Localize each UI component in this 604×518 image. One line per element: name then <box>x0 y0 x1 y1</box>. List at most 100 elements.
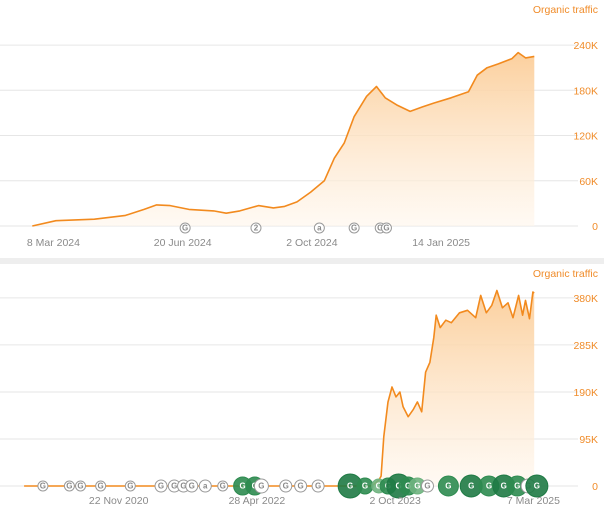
legend-organic-traffic: Organic traffic <box>533 268 598 280</box>
annotation-circle <box>75 480 87 492</box>
annotation-marker: G <box>437 475 459 497</box>
annotation-circle <box>437 475 459 497</box>
annotation-marker: G <box>525 474 549 498</box>
y-tick-label: 380K <box>573 293 598 305</box>
y-tick-label: 120K <box>573 131 598 143</box>
annotation-letter: G <box>414 482 420 491</box>
annotation-circle <box>313 222 325 234</box>
annotation-marker: G <box>311 479 325 493</box>
annotation-letter: G <box>189 482 195 491</box>
annotation-marker: 2 <box>250 222 262 234</box>
annotation-letter: G <box>501 482 507 491</box>
annotation-marker: a <box>198 479 212 493</box>
annotation-letter: G <box>424 482 430 491</box>
annotation-letter: G <box>182 224 188 233</box>
traffic-area <box>32 52 535 226</box>
annotation-circle <box>311 479 325 493</box>
annotation-marker: G <box>253 478 269 494</box>
annotation-letter: G <box>158 482 164 491</box>
annotation-marker: G <box>420 479 434 493</box>
x-tick-label: 2 Oct 2024 <box>286 237 338 249</box>
annotation-letter: G <box>486 482 492 491</box>
annotation-circle <box>198 479 212 493</box>
x-tick-label: 8 Mar 2024 <box>27 237 80 249</box>
annotation-circle <box>279 479 293 493</box>
annotation-circle <box>217 480 229 492</box>
annotation-letter: G <box>283 482 289 491</box>
annotation-circle <box>380 222 392 234</box>
annotation-letter: G <box>239 482 245 491</box>
annotation-marker: G <box>294 479 308 493</box>
annotation-marker: G <box>380 222 392 234</box>
y-tick-label: 95K <box>579 434 598 446</box>
legend-organic-traffic: Organic traffic <box>533 4 598 16</box>
annotation-letter: G <box>315 482 321 491</box>
annotation-circle <box>294 479 308 493</box>
annotation-letter: G <box>66 482 72 491</box>
annotation-marker: G <box>75 480 87 492</box>
annotation-circle <box>525 474 549 498</box>
chart-panel-top: Organic traffic 0 60K 120K 180K 240K G 2 a G G G 8 M… <box>0 0 604 258</box>
annotation-marker: G <box>356 477 374 495</box>
annotation-circle <box>250 222 262 234</box>
annotation-circle <box>63 480 75 492</box>
annotation-letter: G <box>376 482 382 491</box>
annotation-letter: G <box>362 482 368 491</box>
annotation-letter: G <box>347 482 353 491</box>
traffic-area <box>24 290 535 486</box>
annotation-letter: G <box>98 482 104 491</box>
annotation-letter: 2 <box>254 224 259 233</box>
annotation-letter: G <box>171 482 177 491</box>
annotation-circle <box>124 480 136 492</box>
annotation-letter: G <box>298 482 304 491</box>
annotation-marker: G <box>179 222 191 234</box>
annotation-letter: G <box>351 224 357 233</box>
annotation-circle <box>185 479 199 493</box>
x-tick-label: 7 Mar 2025 <box>507 495 560 507</box>
annotation-letter: G <box>383 224 389 233</box>
x-tick-label: 14 Jan 2025 <box>412 237 470 249</box>
y-tick-label: 60K <box>579 176 598 188</box>
annotation-circle <box>37 480 49 492</box>
annotation-marker: G <box>154 479 168 493</box>
y-tick-label: 0 <box>592 481 598 493</box>
annotation-marker: G <box>217 480 229 492</box>
annotation-letter: G <box>258 482 264 491</box>
annotation-letter: G <box>468 482 474 491</box>
annotation-marker: G <box>37 480 49 492</box>
annotation-circle <box>154 479 168 493</box>
y-tick-label: 240K <box>573 40 598 52</box>
annotation-marker: G <box>348 222 360 234</box>
annotation-letter: G <box>40 482 46 491</box>
annotation-marker: G <box>185 479 199 493</box>
annotation-marker: G <box>279 479 293 493</box>
annotation-letter: G <box>405 482 411 491</box>
x-tick-label: 28 Apr 2022 <box>229 495 286 507</box>
annotation-circle <box>95 480 107 492</box>
annotation-letter: G <box>377 224 383 233</box>
annotation-marker: G <box>63 480 75 492</box>
y-tick-label: 0 <box>592 221 598 233</box>
annotation-letter: G <box>445 482 451 491</box>
annotation-circle <box>420 479 434 493</box>
annotation-marker: G <box>124 480 136 492</box>
x-tick-label: 22 Nov 2020 <box>89 495 149 507</box>
annotation-letter: G <box>396 482 402 491</box>
traffic-line <box>32 51 535 227</box>
annotation-letter: G <box>514 482 520 491</box>
traffic-line <box>24 289 535 487</box>
y-tick-label: 190K <box>573 387 598 399</box>
annotation-circle <box>253 478 269 494</box>
annotation-circle <box>179 222 191 234</box>
annotation-letter: G <box>534 482 540 491</box>
annotation-marker: G <box>95 480 107 492</box>
y-tick-label: 180K <box>573 85 598 97</box>
x-tick-label: 20 Jun 2024 <box>154 237 212 249</box>
annotation-marker: a <box>313 222 325 234</box>
chart-panel-bottom: Organic traffic 0 95K 190K 285K 380K G G G G G G G G G… <box>0 264 604 518</box>
annotation-letter: G <box>220 482 226 491</box>
annotation-letter: G <box>180 482 186 491</box>
annotation-letter: G <box>77 482 83 491</box>
